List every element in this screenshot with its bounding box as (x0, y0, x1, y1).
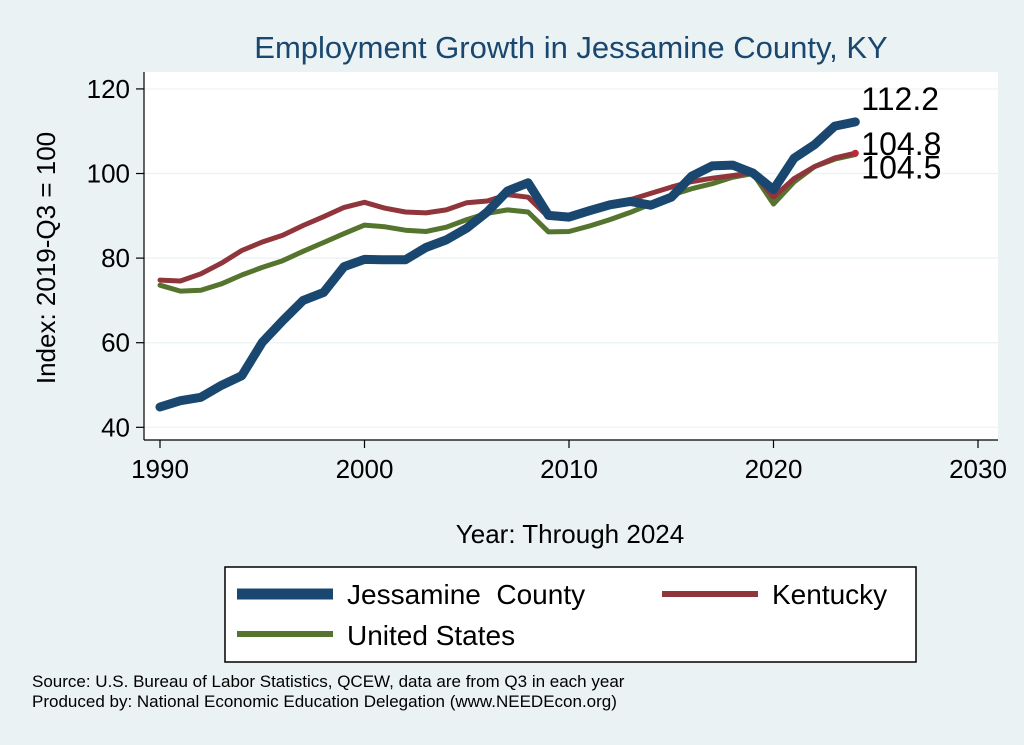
x-tick-label: 2030 (949, 454, 1007, 484)
series-line-0 (155, 117, 860, 412)
y-axis-label: Index: 2019-Q3 = 100 (31, 132, 61, 384)
chart-title: Employment Growth in Jessamine County, K… (254, 30, 887, 65)
legend: Jessamine County Kentucky United States (224, 566, 917, 663)
x-axis-label: Year: Through 2024 (456, 519, 684, 549)
produced-by-line: Produced by: National Economic Education… (32, 692, 617, 711)
y-tick-label: 60 (101, 328, 130, 358)
x-tick-label: 2010 (540, 454, 598, 484)
y-tick-label: 120 (87, 74, 130, 104)
source-line: Source: U.S. Bureau of Labor Statistics,… (32, 672, 625, 691)
series-lines (155, 117, 860, 412)
legend-label-united-states: United States (347, 620, 515, 651)
x-tick-label: 2000 (336, 454, 394, 484)
y-tick-label: 80 (101, 243, 130, 273)
axes: 40 60 80 100 120 1990 2000 2010 2020 2030 (87, 72, 1007, 484)
x-tick-label: 2020 (745, 454, 803, 484)
source-notes: Source: U.S. Bureau of Labor Statistics,… (32, 672, 624, 712)
end-marker-kentucky (851, 149, 859, 157)
plot-background (144, 72, 998, 440)
legend-label-kentucky: Kentucky (772, 579, 887, 610)
end-label-1: 104.8 (861, 126, 941, 162)
legend-label-jessamine: Jessamine County (347, 579, 585, 610)
legend-box (224, 566, 917, 663)
y-tick-label: 40 (101, 412, 130, 442)
x-tick-label: 1990 (131, 454, 189, 484)
end-label-0: 112.2 (861, 81, 939, 117)
end-label-2: 104.5 (861, 149, 941, 185)
y-tick-label: 100 (87, 159, 130, 189)
